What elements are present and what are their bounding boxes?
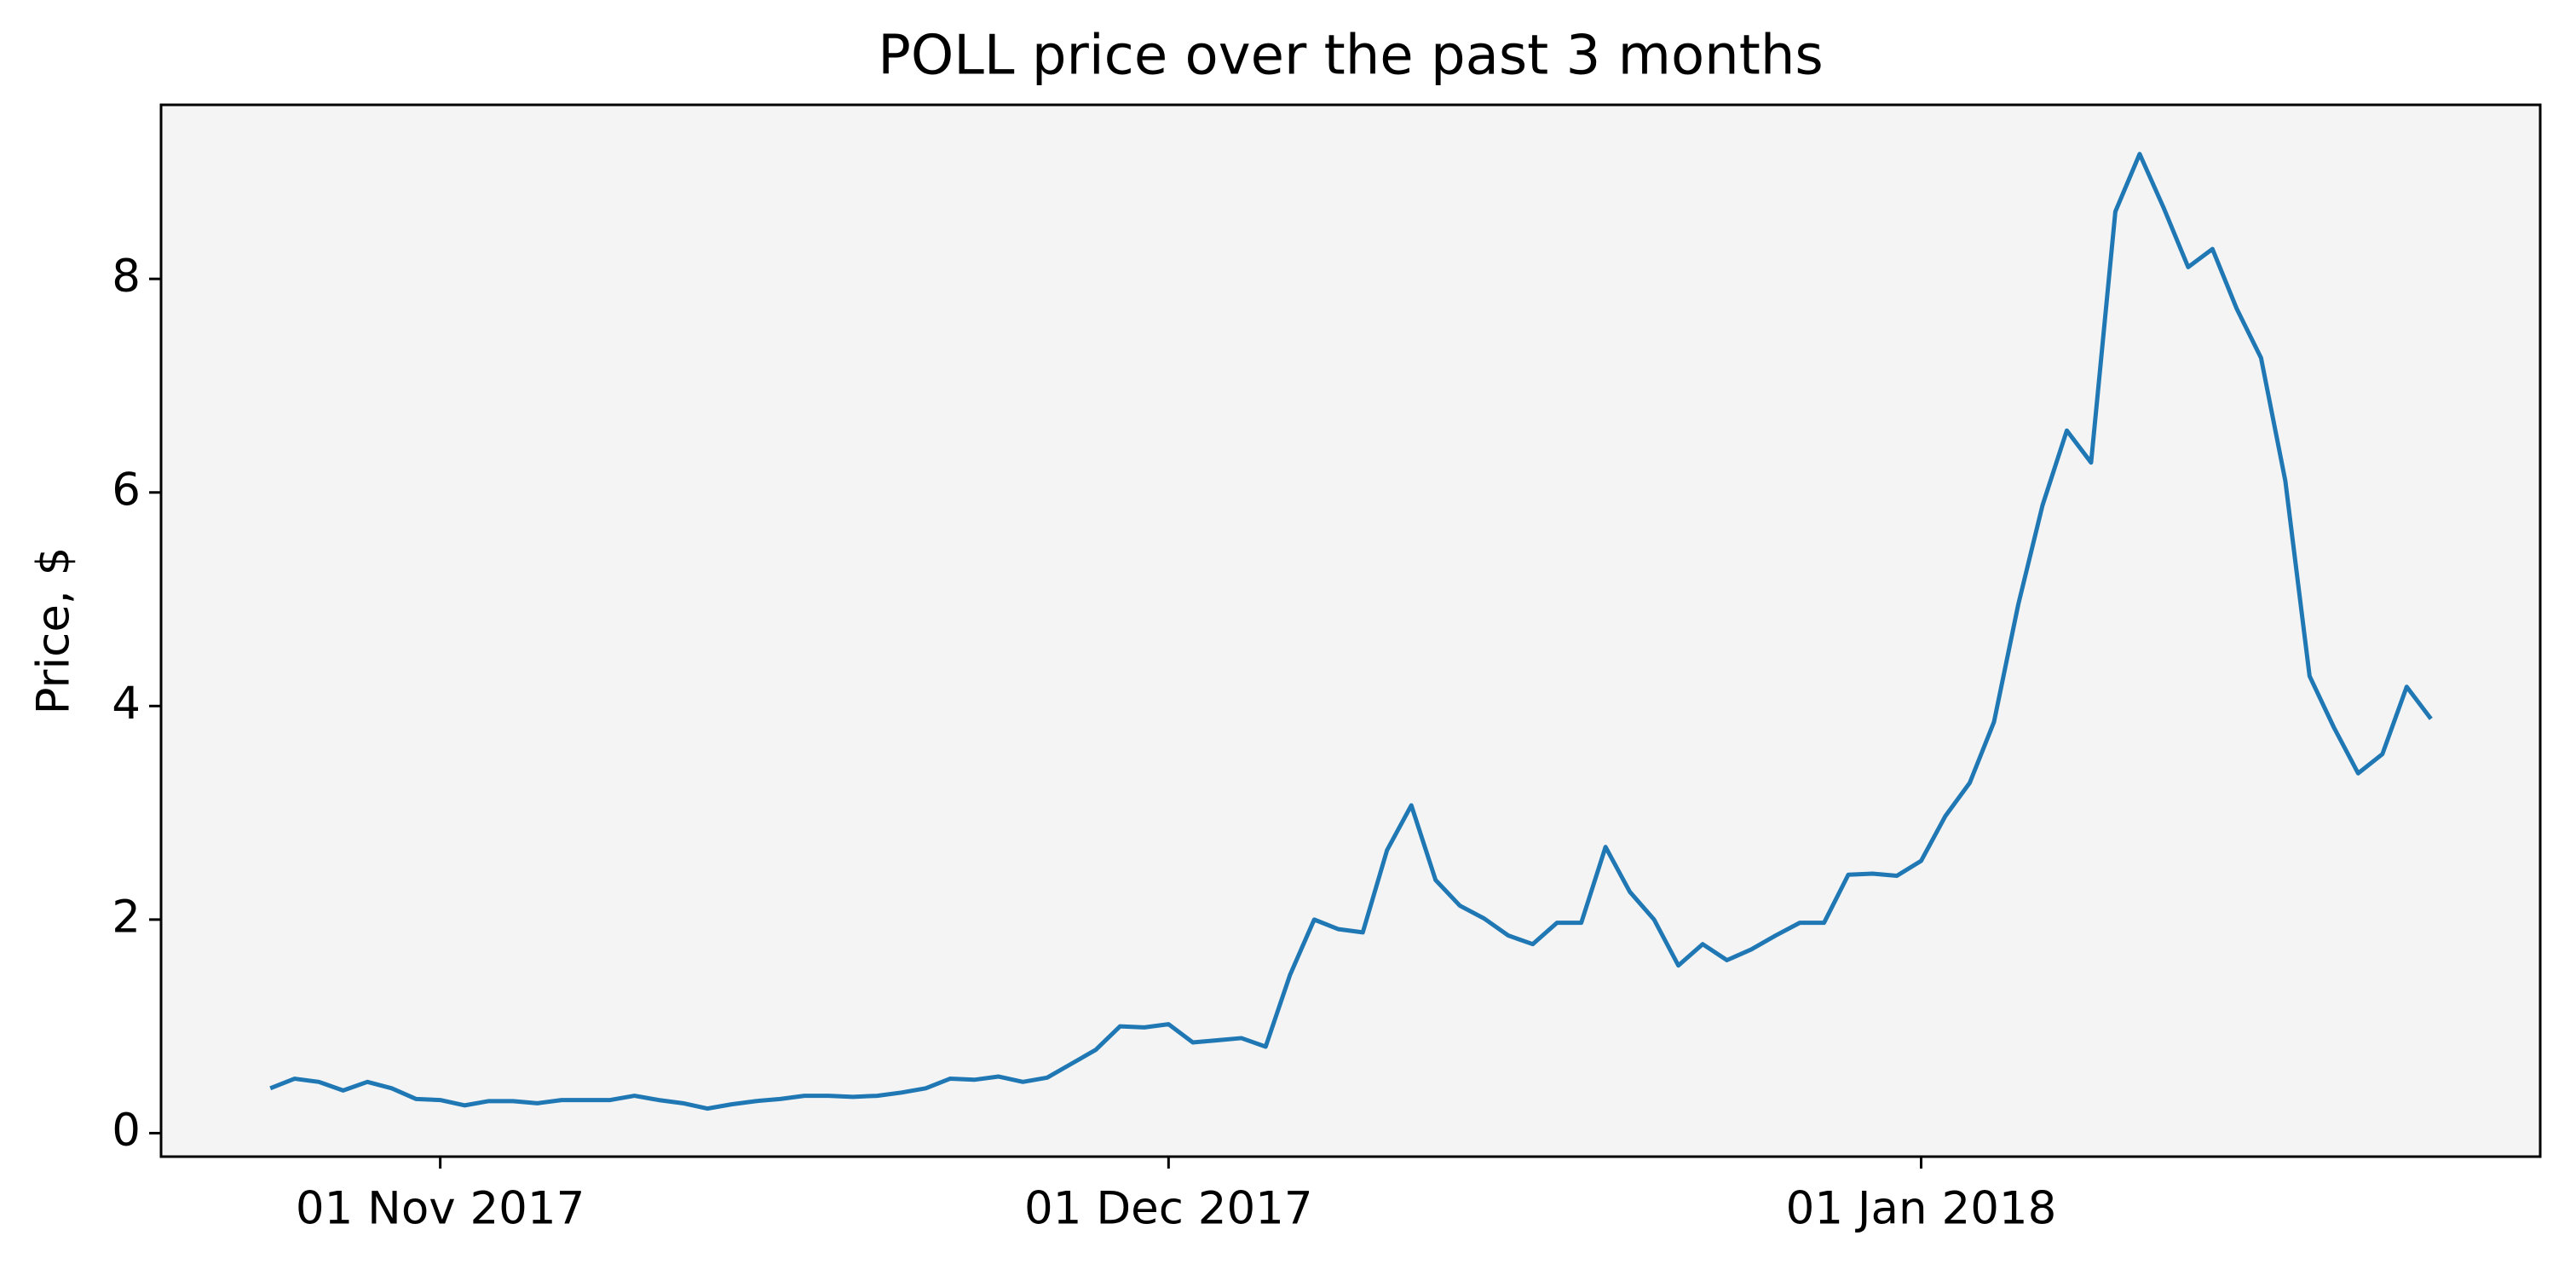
plot-area	[161, 105, 2540, 1157]
price-line	[269, 152, 2433, 1111]
y-axis-label: Price, $	[28, 547, 80, 715]
y-tick-label: 6	[112, 464, 141, 516]
x-tick-label: 01 Nov 2017	[296, 1183, 585, 1235]
plot-frame	[159, 103, 2542, 1158]
x-tick-label: 01 Jan 2018	[1786, 1183, 2057, 1235]
y-tick-label: 2	[112, 892, 141, 944]
y-tick-label: 8	[112, 251, 141, 303]
chart-title: POLL price over the past 3 months	[878, 25, 1823, 88]
y-tick-label: 4	[112, 678, 141, 730]
y-tick-label: 0	[112, 1105, 141, 1157]
x-tick-label: 01 Dec 2017	[1024, 1183, 1313, 1235]
